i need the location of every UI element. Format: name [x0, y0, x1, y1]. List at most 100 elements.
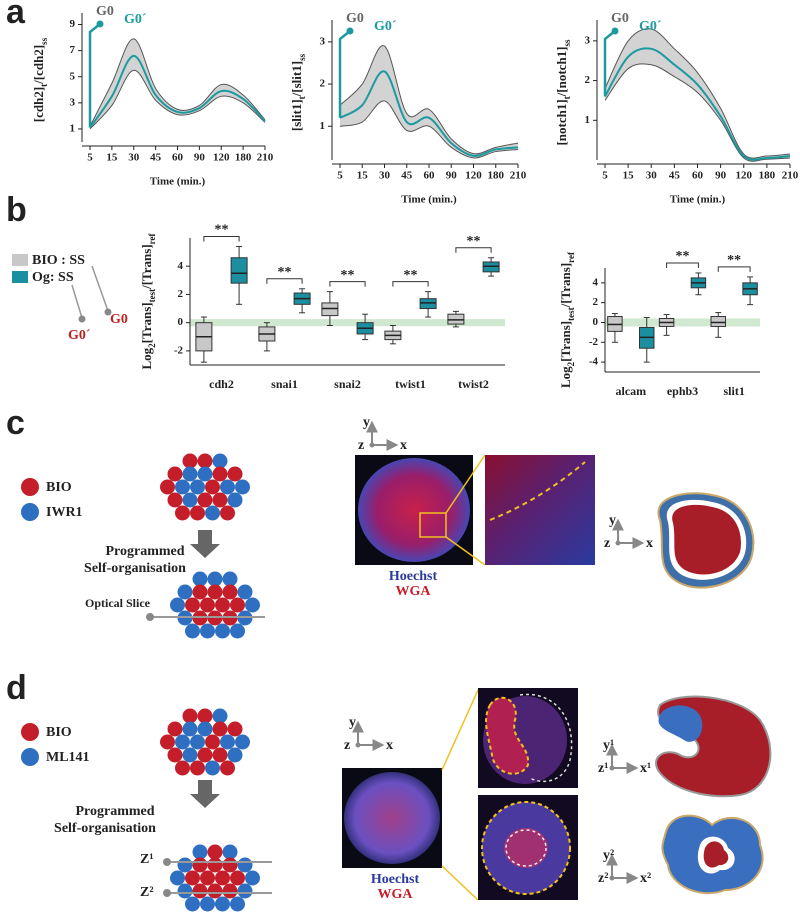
cell	[167, 466, 183, 482]
axis-label: x	[386, 738, 393, 753]
legend-swatch	[12, 254, 28, 266]
significance-label: **	[341, 268, 355, 283]
y-tick-label: 1	[70, 122, 76, 134]
cell	[222, 571, 238, 587]
axis-origin	[615, 540, 621, 546]
y-axis-label-part: [cdh2]	[31, 87, 46, 122]
slice-dot	[146, 613, 154, 621]
x-tick-label: ephb3	[667, 384, 698, 398]
cell	[227, 492, 243, 508]
x-tick-label: 45	[401, 170, 413, 182]
axis-label: x	[646, 536, 653, 551]
stain-label: Hoechst	[389, 569, 438, 584]
cell	[207, 883, 223, 899]
significance-bracket	[717, 266, 751, 272]
band-lower	[89, 69, 266, 130]
y-axis-label-part: [slit1]	[289, 99, 304, 131]
y-axis-label: Log2[Trans]test/[Trans]ref	[558, 251, 576, 388]
y-axis-label-part: 2	[147, 343, 157, 348]
g0-marker-dot	[96, 20, 104, 28]
x-tick-label: 45	[669, 170, 681, 182]
axis-origin	[609, 875, 615, 881]
micrograph-cell	[344, 772, 440, 864]
cell	[197, 453, 213, 469]
y-tick-label: 2	[585, 74, 591, 86]
x-tick-label: 210	[257, 152, 274, 164]
significance-bracket	[266, 278, 303, 284]
y-tick-label: 2	[178, 288, 184, 300]
legend-dot	[21, 748, 39, 766]
y-axis-label-part: t	[297, 96, 307, 99]
process-label: Self-organisation	[54, 821, 156, 836]
x-tick-label: 90	[194, 152, 206, 164]
y-tick-label: 5	[70, 70, 76, 82]
y-tick-label: 2	[593, 296, 599, 308]
cell	[167, 747, 183, 763]
cell	[227, 721, 243, 737]
cell	[200, 597, 215, 613]
cell	[175, 760, 190, 776]
significance-label: **	[278, 265, 292, 280]
significance-bracket	[666, 262, 699, 268]
cell	[190, 505, 205, 521]
cell	[237, 883, 253, 899]
slice-label: Optical Slice	[85, 596, 151, 610]
x-tick-label: 120	[465, 170, 482, 182]
marker-line	[91, 265, 109, 312]
reference-band	[190, 319, 505, 327]
micrograph-zoom	[485, 455, 595, 565]
x-tick-label: snai1	[271, 377, 298, 391]
x-tick-label: twist2	[458, 377, 489, 391]
x-tick-label: 210	[510, 170, 527, 182]
x-tick-label: 180	[759, 170, 776, 182]
process-label: Programmed	[105, 544, 184, 559]
x-tick-label: 60	[424, 170, 436, 182]
x-tick-label: 15	[106, 152, 118, 164]
cell	[190, 734, 205, 750]
boundary	[485, 696, 530, 775]
schematic-inner	[658, 705, 703, 742]
legend-label: IWR1	[46, 505, 83, 520]
cell	[212, 708, 228, 724]
cell	[227, 747, 243, 763]
cell	[235, 734, 250, 750]
axis-label: x¹	[640, 761, 651, 776]
cell	[212, 721, 228, 737]
axis-label: y	[363, 415, 370, 430]
x-tick-label: 15	[357, 170, 369, 182]
process-label: Programmed	[75, 804, 154, 819]
y-axis-label-part: [notch1]	[554, 99, 569, 145]
y-axis-label-part: t	[562, 96, 572, 99]
slice-label: Z¹	[140, 852, 154, 867]
marker-dot	[78, 315, 86, 323]
y-tick-label: 4	[178, 260, 184, 272]
cell	[220, 505, 235, 521]
cell	[212, 466, 228, 482]
axis-label: y	[349, 715, 356, 730]
cell	[167, 721, 183, 737]
boundary	[519, 693, 573, 783]
band-lower	[339, 100, 519, 159]
process-label: Self-organisation	[84, 561, 186, 576]
y-axis-label-part: Log	[139, 347, 154, 369]
zoom-box	[419, 512, 447, 538]
significance-label: **	[467, 234, 481, 249]
y-axis-label-part: test	[566, 307, 576, 321]
x-tick-label: snai2	[334, 377, 361, 391]
axis-label: z¹	[598, 761, 608, 776]
cell	[185, 896, 200, 912]
cell	[205, 479, 220, 495]
cell	[182, 747, 198, 763]
cell	[197, 492, 213, 508]
y-axis-label-part: /[Trans]	[558, 263, 573, 309]
stain-label: Hoechst	[371, 872, 420, 887]
annotation: G0	[96, 4, 114, 19]
significance-label: **	[727, 253, 741, 268]
x-tick-label: 60	[172, 152, 184, 164]
y-tick-label: 3	[70, 96, 76, 108]
cell	[205, 505, 220, 521]
legend-dot	[21, 478, 39, 496]
y-axis-label-part: t	[39, 84, 49, 87]
zoom-line	[445, 454, 486, 514]
